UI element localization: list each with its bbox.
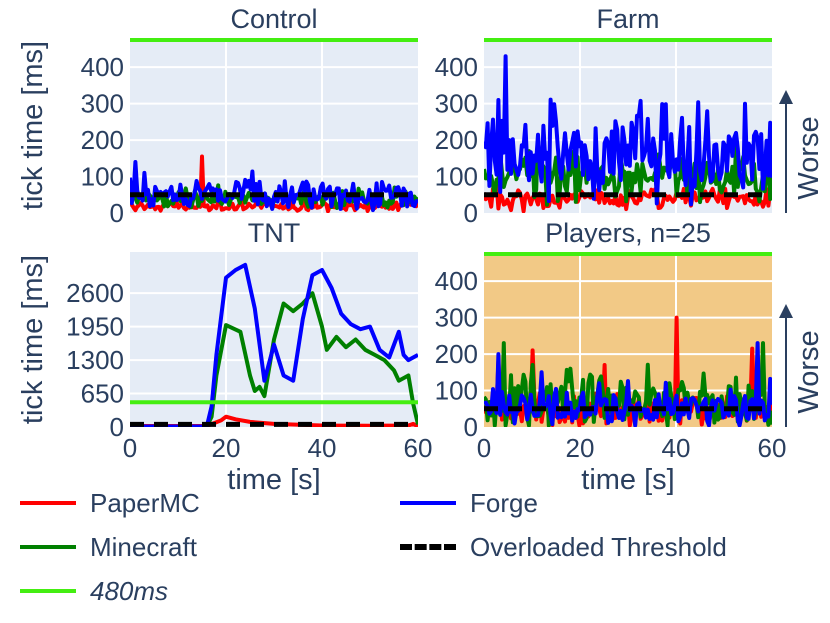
legend-swatch-minecraft xyxy=(20,545,76,549)
y-tick-label: 0 xyxy=(464,198,478,228)
y-tick-label: 1950 xyxy=(66,312,124,342)
panel-title: Farm xyxy=(597,4,660,34)
x-tick-label: 0 xyxy=(123,433,137,463)
y-tick-label: 650 xyxy=(81,379,124,409)
x-tick-label: 20 xyxy=(212,433,241,463)
panel-control: Control 0 100 200 300 400 tick time [ms] xyxy=(17,4,418,228)
x-tick-label: 40 xyxy=(662,433,691,463)
panel-farm: Farm 0 100 200 300 400 Worse xyxy=(435,4,825,228)
legend-label-forge: Forge xyxy=(470,487,538,518)
y-tick-label: 400 xyxy=(81,52,124,82)
y-tick-label: 1300 xyxy=(66,345,124,375)
y-tick-label: 100 xyxy=(435,162,478,192)
legend-item-480ms[interactable]: 480ms xyxy=(20,576,168,606)
y-axis-title: tick time [ms] xyxy=(17,255,49,424)
legend-swatch-forge xyxy=(400,501,456,505)
worse-label: Worse xyxy=(793,116,825,199)
x-tick-label: 0 xyxy=(477,433,491,463)
series-line-forge xyxy=(130,262,418,427)
y-tick-label: 0 xyxy=(110,198,124,228)
legend-swatch-480ms xyxy=(20,589,76,593)
y-tick-label: 0 xyxy=(464,412,478,442)
series-line-forge xyxy=(484,341,772,427)
y-tick-label: 300 xyxy=(81,89,124,119)
plot-area xyxy=(130,262,418,427)
legend-label-threshold: Overloaded Threshold xyxy=(470,531,727,562)
x-axis-title: time [s] xyxy=(227,464,320,496)
legend-item-threshold[interactable]: Overloaded Threshold xyxy=(400,532,727,562)
legend-label-minecraft: Minecraft xyxy=(90,531,197,562)
panel-title: Players, n=25 xyxy=(545,218,711,248)
plot-area xyxy=(484,315,772,427)
y-tick-label: 200 xyxy=(435,125,478,155)
y-tick-label: 200 xyxy=(435,339,478,369)
y-tick-label: 200 xyxy=(81,125,124,155)
legend-item-minecraft[interactable]: Minecraft xyxy=(20,532,197,562)
panel-title: TNT xyxy=(248,218,300,248)
legend-item-forge[interactable]: Forge xyxy=(400,488,538,518)
legend-item-papermc[interactable]: PaperMC xyxy=(20,488,200,518)
plot-area xyxy=(484,54,772,213)
x-tick-label: 20 xyxy=(566,433,595,463)
y-tick-label: 0 xyxy=(110,412,124,442)
y-tick-label: 100 xyxy=(81,162,124,192)
y-tick-label: 100 xyxy=(435,376,478,406)
x-tick-label: 40 xyxy=(308,433,337,463)
y-tick-label: 300 xyxy=(435,303,478,333)
panel-title: Control xyxy=(230,4,317,34)
worse-label: Worse xyxy=(793,330,825,413)
y-tick-label: 400 xyxy=(435,52,478,82)
panel-players-n-25: Players, n=25 0 100 200 300 400 0 20 40 60 time [s… xyxy=(435,218,825,496)
worse-arrow-icon xyxy=(779,90,793,104)
legend-label-480ms: 480ms xyxy=(90,575,169,606)
worse-arrow-icon xyxy=(779,304,793,318)
x-tick-label: 60 xyxy=(404,433,433,463)
legend-swatch-papermc xyxy=(20,501,76,505)
legend-label-papermc: PaperMC xyxy=(90,487,200,518)
y-tick-label: 2600 xyxy=(66,278,124,308)
y-axis-title: tick time [ms] xyxy=(17,41,49,210)
plot-area xyxy=(130,154,418,213)
y-tick-label: 400 xyxy=(435,266,478,296)
legend-swatch-threshold xyxy=(400,544,456,550)
y-tick-label: 300 xyxy=(435,89,478,119)
x-axis-title: time [s] xyxy=(581,464,674,496)
series-line-forge xyxy=(484,54,772,207)
x-tick-label: 60 xyxy=(758,433,787,463)
